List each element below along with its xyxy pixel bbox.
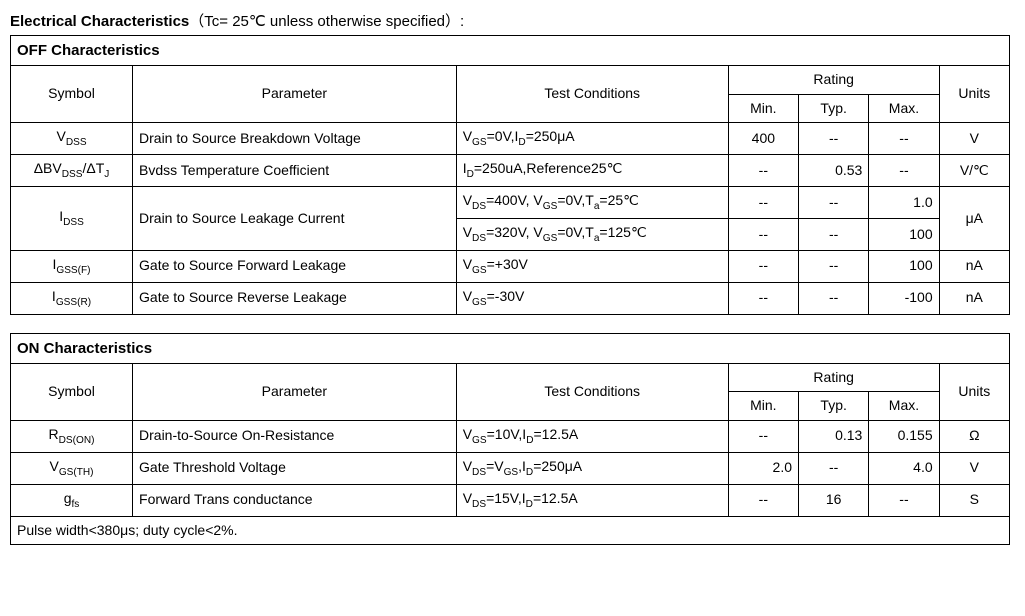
table-row: VDSS Drain to Source Breakdown Voltage V… xyxy=(11,123,1010,155)
col-max: Max. xyxy=(869,392,939,421)
off-title: OFF Characteristics xyxy=(11,36,1010,66)
on-section-header: ON Characteristics xyxy=(11,333,1010,363)
table-row: gfs Forward Trans conductance VDS=15V,ID… xyxy=(11,484,1010,516)
table-row: VGS(TH) Gate Threshold Voltage VDS=VGS,I… xyxy=(11,452,1010,484)
cond-cell: VGS=10V,ID=12.5A xyxy=(456,420,728,452)
min-cell: -- xyxy=(728,155,798,187)
col-symbol: Symbol xyxy=(11,66,133,123)
col-parameter: Parameter xyxy=(133,363,457,420)
title-suffix: （Tc= 25℃ unless otherwise specified）: xyxy=(189,13,464,30)
cond-cell: VDS=400V, VGS=0V,Ta=25℃ xyxy=(456,187,728,219)
symbol-cell: gfs xyxy=(11,484,133,516)
symbol-cell: IGSS(R) xyxy=(11,282,133,314)
max-cell: 1.0 xyxy=(869,187,939,219)
param-cell: Gate to Source Forward Leakage xyxy=(133,250,457,282)
off-section-header: OFF Characteristics xyxy=(11,36,1010,66)
min-cell: 2.0 xyxy=(728,452,798,484)
table-row: IGSS(F) Gate to Source Forward Leakage V… xyxy=(11,250,1010,282)
min-cell: 400 xyxy=(728,123,798,155)
max-cell: 4.0 xyxy=(869,452,939,484)
max-cell: 0.155 xyxy=(869,420,939,452)
units-cell: Ω xyxy=(939,420,1009,452)
symbol-cell: RDS(ON) xyxy=(11,420,133,452)
table-row: IGSS(R) Gate to Source Reverse Leakage V… xyxy=(11,282,1010,314)
units-cell: μA xyxy=(939,187,1009,251)
col-symbol: Symbol xyxy=(11,363,133,420)
min-cell: -- xyxy=(728,187,798,219)
table-row: IDSS Drain to Source Leakage Current VDS… xyxy=(11,187,1010,219)
header-row-1: Symbol Parameter Test Conditions Rating … xyxy=(11,363,1010,392)
typ-cell: -- xyxy=(799,250,869,282)
min-cell: -- xyxy=(728,282,798,314)
max-cell: -100 xyxy=(869,282,939,314)
cond-cell: VGS=+30V xyxy=(456,250,728,282)
cond-cell: VGS=0V,ID=250μA xyxy=(456,123,728,155)
typ-cell: -- xyxy=(799,452,869,484)
note-row: Pulse width<380μs; duty cycle<2%. xyxy=(11,516,1010,545)
col-units: Units xyxy=(939,66,1009,123)
symbol-cell: IDSS xyxy=(11,187,133,251)
min-cell: -- xyxy=(728,484,798,516)
col-parameter: Parameter xyxy=(133,66,457,123)
param-cell: Drain to Source Breakdown Voltage xyxy=(133,123,457,155)
title-bold: Electrical Characteristics xyxy=(10,13,189,30)
cond-cell: ID=250uA,Reference25℃ xyxy=(456,155,728,187)
cond-cell: VDS=320V, VGS=0V,Ta=125℃ xyxy=(456,218,728,250)
units-cell: S xyxy=(939,484,1009,516)
typ-cell: -- xyxy=(799,187,869,219)
col-min: Min. xyxy=(728,392,798,421)
typ-cell: -- xyxy=(799,123,869,155)
col-min: Min. xyxy=(728,94,798,123)
max-cell: -- xyxy=(869,155,939,187)
param-cell: Drain to Source Leakage Current xyxy=(133,187,457,251)
max-cell: 100 xyxy=(869,250,939,282)
param-cell: Gate Threshold Voltage xyxy=(133,452,457,484)
on-title: ON Characteristics xyxy=(11,333,1010,363)
header-row-1: Symbol Parameter Test Conditions Rating … xyxy=(11,66,1010,95)
col-typ: Typ. xyxy=(799,392,869,421)
units-cell: nA xyxy=(939,282,1009,314)
param-cell: Forward Trans conductance xyxy=(133,484,457,516)
page-title: Electrical Characteristics（Tc= 25℃ unles… xyxy=(10,10,1015,31)
col-rating: Rating xyxy=(728,66,939,95)
min-cell: -- xyxy=(728,218,798,250)
max-cell: -- xyxy=(869,123,939,155)
max-cell: -- xyxy=(869,484,939,516)
units-cell: V/℃ xyxy=(939,155,1009,187)
col-rating: Rating xyxy=(728,363,939,392)
table-row: RDS(ON) Drain-to-Source On-Resistance VG… xyxy=(11,420,1010,452)
typ-cell: -- xyxy=(799,218,869,250)
symbol-cell: VGS(TH) xyxy=(11,452,133,484)
col-max: Max. xyxy=(869,94,939,123)
min-cell: -- xyxy=(728,420,798,452)
symbol-cell: VDSS xyxy=(11,123,133,155)
col-units: Units xyxy=(939,363,1009,420)
min-cell: -- xyxy=(728,250,798,282)
table-row: ΔBVDSS/ΔTJ Bvdss Temperature Coefficient… xyxy=(11,155,1010,187)
cond-cell: VGS=-30V xyxy=(456,282,728,314)
typ-cell: 16 xyxy=(799,484,869,516)
param-cell: Bvdss Temperature Coefficient xyxy=(133,155,457,187)
units-cell: V xyxy=(939,123,1009,155)
symbol-cell: IGSS(F) xyxy=(11,250,133,282)
symbol-cell: ΔBVDSS/ΔTJ xyxy=(11,155,133,187)
param-cell: Drain-to-Source On-Resistance xyxy=(133,420,457,452)
col-conditions: Test Conditions xyxy=(456,66,728,123)
cond-cell: VDS=VGS,ID=250μA xyxy=(456,452,728,484)
typ-cell: 0.53 xyxy=(799,155,869,187)
col-typ: Typ. xyxy=(799,94,869,123)
max-cell: 100 xyxy=(869,218,939,250)
units-cell: V xyxy=(939,452,1009,484)
off-characteristics-table: OFF Characteristics Symbol Parameter Tes… xyxy=(10,35,1015,315)
col-conditions: Test Conditions xyxy=(456,363,728,420)
on-characteristics-table: ON Characteristics Symbol Parameter Test… xyxy=(10,333,1015,546)
param-cell: Gate to Source Reverse Leakage xyxy=(133,282,457,314)
cond-cell: VDS=15V,ID=12.5A xyxy=(456,484,728,516)
note-cell: Pulse width<380μs; duty cycle<2%. xyxy=(11,516,1010,545)
typ-cell: 0.13 xyxy=(799,420,869,452)
units-cell: nA xyxy=(939,250,1009,282)
typ-cell: -- xyxy=(799,282,869,314)
